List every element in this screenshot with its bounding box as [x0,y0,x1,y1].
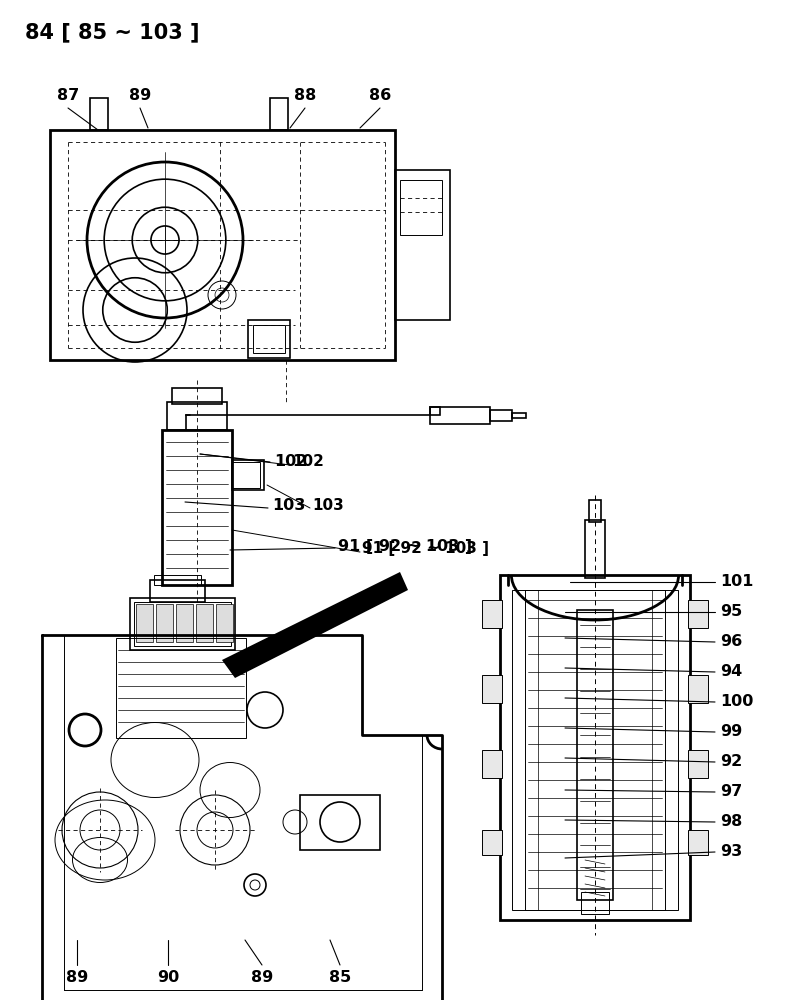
Text: 94: 94 [720,664,742,680]
Bar [216,604,233,642]
Bar [538,590,652,910]
Bar [400,180,442,235]
Bar [688,830,708,855]
Bar [167,402,227,430]
Text: 89: 89 [251,970,273,986]
Bar [688,750,708,778]
Text: 102: 102 [274,454,307,470]
Polygon shape [222,572,408,678]
Text: 97: 97 [720,784,742,800]
Text: 98: 98 [720,814,742,830]
Text: 103: 103 [272,498,306,514]
Bar [581,892,609,914]
Bar [232,460,264,490]
Text: 95: 95 [720,604,742,619]
Bar [688,600,708,628]
Bar [90,98,108,130]
Bar [253,325,285,353]
Text: 89: 89 [129,88,151,103]
Bar [50,130,395,360]
Bar [176,604,193,642]
Bar [482,830,502,855]
Text: 99: 99 [720,724,742,740]
Text: 87: 87 [57,88,79,103]
Bar [154,575,201,585]
Text: 91 [ 92 ~ 103 ]: 91 [ 92 ~ 103 ] [362,540,489,556]
Bar [136,604,153,642]
Text: 93: 93 [720,844,742,859]
Bar [248,320,290,358]
Text: 90: 90 [157,970,179,986]
Bar [232,462,260,488]
Bar [577,610,613,900]
Text: 101: 101 [720,574,753,589]
Text: 92: 92 [720,754,742,770]
Bar [134,602,231,646]
Bar [482,750,502,778]
Bar [482,600,502,628]
Bar [196,604,213,642]
Text: 96: 96 [720,635,742,650]
Text: 86: 86 [369,88,391,103]
Bar [162,430,232,585]
Bar [430,407,490,424]
Bar [589,500,601,522]
Bar [172,388,222,404]
Text: 102: 102 [292,454,324,470]
Bar [395,170,450,320]
Text: 103: 103 [312,497,344,512]
Bar [270,98,288,130]
Bar [130,598,235,650]
Text: 100: 100 [720,694,753,710]
Bar [512,413,526,418]
Bar [430,407,440,415]
Bar [490,410,512,421]
Bar [688,675,708,703]
Bar [500,575,690,920]
Bar [150,580,205,602]
Text: 88: 88 [294,88,316,103]
Bar [482,675,502,703]
Text: 91 [ 92 ~ 103 ]: 91 [ 92 ~ 103 ] [338,538,472,554]
Bar [300,795,380,850]
Bar [585,520,605,578]
Text: 85: 85 [329,970,351,986]
Bar [512,590,678,910]
Bar [156,604,173,642]
Text: 89: 89 [66,970,88,986]
Text: 84 [ 85 ~ 103 ]: 84 [ 85 ~ 103 ] [25,22,200,42]
Bar [116,638,246,738]
Bar [525,590,665,910]
